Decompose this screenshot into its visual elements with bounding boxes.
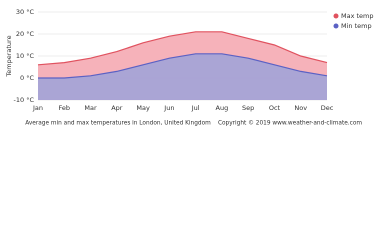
chart: Temperature Average min and max temperat… <box>5 8 374 127</box>
x-tick-label: Jul <box>191 104 200 112</box>
x-tick-label: Dec <box>321 104 334 112</box>
y-tick-label: 10 °C <box>16 52 35 60</box>
legend-marker <box>333 23 339 29</box>
x-tick-label: Nov <box>294 104 307 112</box>
x-tick-label: May <box>136 104 150 112</box>
caption: Average min and max temperatures in Lond… <box>25 121 211 127</box>
line <box>38 53 328 79</box>
x-tick-label: Sep <box>242 104 254 112</box>
legend-label: Max temp <box>341 12 374 20</box>
y-tick-label: 20 °C <box>16 30 35 38</box>
x-tick-label: Feb <box>59 104 71 112</box>
x-tick-label: Jan <box>32 104 43 112</box>
legend-label: Min temp <box>341 22 372 30</box>
y-tick-label: 0 °C <box>20 74 34 82</box>
y-tick-label: 30 °C <box>16 8 35 16</box>
copyright: Copyright © 2019 www.weather-and-climate… <box>218 120 362 127</box>
x-tick-label: Oct <box>269 104 281 112</box>
x-tick-label: Aug <box>216 104 229 112</box>
area <box>38 53 327 100</box>
x-tick-label: Jun <box>163 104 174 112</box>
legend-marker <box>333 13 339 19</box>
x-tick-label: Apr <box>111 104 123 112</box>
line <box>37 31 328 66</box>
x-tick-label: Mar <box>84 104 97 112</box>
y-tick-label: -10 °C <box>14 96 35 104</box>
y-axis-label: Temperature <box>5 35 13 77</box>
